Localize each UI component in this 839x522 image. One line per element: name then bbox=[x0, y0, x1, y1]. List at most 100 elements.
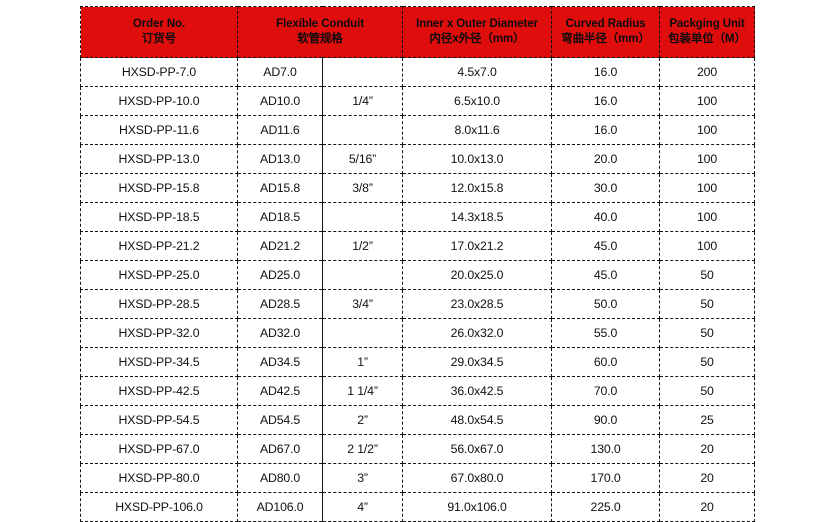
column-header-inner-outer-diameter: Inner x Outer Diameter 内径x外径（mm） bbox=[402, 6, 553, 58]
cell-inch-size: 3/4” bbox=[321, 289, 404, 319]
cell-order-no: HXSD-PP-10.0 bbox=[80, 86, 238, 116]
cell-inch-size: 4” bbox=[321, 492, 404, 522]
cell-ad-size: AD42.5 bbox=[237, 376, 323, 406]
cell-radius: 45.0 bbox=[551, 231, 661, 261]
cell-packing: 50 bbox=[659, 347, 756, 377]
table-row: HXSD-PP-80.0 AD80.0 3” 67.0x80.0 170.0 20 bbox=[80, 463, 756, 493]
table-row: HXSD-PP-11.6 AD11.6 8.0x11.6 16.0 100 bbox=[80, 115, 756, 145]
cell-packing: 25 bbox=[659, 405, 756, 435]
table-row: HXSD-PP-42.5 AD42.5 1 1/4” 36.0x42.5 70.0 50 bbox=[80, 376, 756, 406]
cell-ad-size: AD106.0 bbox=[237, 492, 323, 522]
cell-diameter: 4.5x7.0 bbox=[402, 57, 553, 87]
cell-inch-size: 2 1/2” bbox=[321, 434, 404, 464]
cell-packing: 50 bbox=[659, 376, 756, 406]
cell-inch-size bbox=[321, 57, 404, 87]
cell-ad-size: AD32.0 bbox=[237, 318, 323, 348]
column-header-order-no: Order No. 订货号 bbox=[80, 6, 238, 58]
cell-order-no: HXSD-PP-18.5 bbox=[80, 202, 238, 232]
header-en-curved-radius: Curved Radius bbox=[565, 17, 646, 30]
cell-inch-size: 1/2” bbox=[321, 231, 404, 261]
cell-inch-size: 5/16” bbox=[321, 144, 404, 174]
table-row: HXSD-PP-67.0 AD67.0 2 1/2” 56.0x67.0 130.0 20 bbox=[80, 434, 756, 464]
cell-ad-size: AD80.0 bbox=[237, 463, 323, 493]
column-header-packging-unit: Packging Unit 包装单位（M） bbox=[659, 6, 756, 58]
cell-order-no: HXSD-PP-34.5 bbox=[80, 347, 238, 377]
cell-inch-size: 1” bbox=[321, 347, 404, 377]
cell-ad-size: AD7.0 bbox=[237, 57, 323, 87]
cell-radius: 50.0 bbox=[551, 289, 661, 319]
cell-order-no: HXSD-PP-25.0 bbox=[80, 260, 238, 290]
cell-packing: 50 bbox=[659, 318, 756, 348]
column-header-curved-radius: Curved Radius 弯曲半径（mm） bbox=[551, 6, 661, 58]
cell-inch-size: 1 1/4” bbox=[321, 376, 404, 406]
cell-ad-size: AD15.8 bbox=[237, 173, 323, 203]
table-row: HXSD-PP-28.5 AD28.5 3/4” 23.0x28.5 50.0 50 bbox=[80, 289, 756, 319]
cell-order-no: HXSD-PP-7.0 bbox=[80, 57, 238, 87]
cell-radius: 170.0 bbox=[551, 463, 661, 493]
cell-packing: 100 bbox=[659, 86, 756, 116]
cell-ad-size: AD67.0 bbox=[237, 434, 323, 464]
table-header: Order No. 订货号 Flexible Conduit 软管规格 Inne… bbox=[80, 6, 756, 58]
cell-packing: 20 bbox=[659, 434, 756, 464]
cell-order-no: HXSD-PP-67.0 bbox=[80, 434, 238, 464]
table-row: HXSD-PP-15.8 AD15.8 3/8” 12.0x15.8 30.0 100 bbox=[80, 173, 756, 203]
table-row: HXSD-PP-21.2 AD21.2 1/2” 17.0x21.2 45.0 100 bbox=[80, 231, 756, 261]
cell-order-no: HXSD-PP-28.5 bbox=[80, 289, 238, 319]
header-cn-order-no: 订货号 bbox=[141, 33, 177, 45]
cell-inch-size bbox=[321, 318, 404, 348]
cell-order-no: HXSD-PP-15.8 bbox=[80, 173, 238, 203]
cell-ad-size: AD28.5 bbox=[237, 289, 323, 319]
cell-ad-size: AD25.0 bbox=[237, 260, 323, 290]
cell-radius: 20.0 bbox=[551, 144, 661, 174]
cell-packing: 100 bbox=[659, 173, 756, 203]
cell-order-no: HXSD-PP-11.6 bbox=[80, 115, 238, 145]
table-row: HXSD-PP-25.0 AD25.0 20.0x25.0 45.0 50 bbox=[80, 260, 756, 290]
cell-packing: 50 bbox=[659, 289, 756, 319]
cell-radius: 130.0 bbox=[551, 434, 661, 464]
table-row: HXSD-PP-34.5 AD34.5 1” 29.0x34.5 60.0 50 bbox=[80, 347, 756, 377]
cell-radius: 90.0 bbox=[551, 405, 661, 435]
header-en-inner-outer-diameter: Inner x Outer Diameter bbox=[416, 17, 538, 30]
cell-inch-size bbox=[321, 202, 404, 232]
table-row: HXSD-PP-18.5 AD18.5 14.3x18.5 40.0 100 bbox=[80, 202, 756, 232]
cell-diameter: 6.5x10.0 bbox=[402, 86, 553, 116]
cell-order-no: HXSD-PP-13.0 bbox=[80, 144, 238, 174]
cell-diameter: 36.0x42.5 bbox=[402, 376, 553, 406]
header-cn-flexible-conduit: 软管规格 bbox=[297, 33, 343, 45]
cell-diameter: 17.0x21.2 bbox=[402, 231, 553, 261]
cell-radius: 40.0 bbox=[551, 202, 661, 232]
cell-packing: 20 bbox=[659, 492, 756, 522]
header-en-order-no: Order No. bbox=[132, 17, 186, 30]
cell-ad-size: AD54.5 bbox=[237, 405, 323, 435]
cell-inch-size bbox=[321, 115, 404, 145]
table-row: HXSD-PP-13.0 AD13.0 5/16” 10.0x13.0 20.0 100 bbox=[80, 144, 756, 174]
header-cn-curved-radius: 弯曲半径（mm） bbox=[561, 33, 650, 45]
cell-packing: 200 bbox=[659, 57, 756, 87]
cell-diameter: 23.0x28.5 bbox=[402, 289, 553, 319]
table-row: HXSD-PP-7.0 AD7.0 4.5x7.0 16.0 200 bbox=[80, 57, 756, 87]
cell-inch-size bbox=[321, 260, 404, 290]
cell-packing: 100 bbox=[659, 144, 756, 174]
cell-packing: 100 bbox=[659, 231, 756, 261]
cell-radius: 45.0 bbox=[551, 260, 661, 290]
cell-diameter: 8.0x11.6 bbox=[402, 115, 553, 145]
cell-ad-size: AD10.0 bbox=[237, 86, 323, 116]
column-header-flexible-conduit: Flexible Conduit 软管规格 bbox=[236, 6, 404, 58]
cell-diameter: 29.0x34.5 bbox=[402, 347, 553, 377]
cell-radius: 16.0 bbox=[551, 57, 661, 87]
cell-diameter: 67.0x80.0 bbox=[402, 463, 553, 493]
conduit-spec-table: Order No. 订货号 Flexible Conduit 软管规格 Inne… bbox=[80, 6, 756, 522]
table-row: HXSD-PP-10.0 AD10.0 1/4” 6.5x10.0 16.0 100 bbox=[80, 86, 756, 116]
cell-ad-size: AD11.6 bbox=[237, 115, 323, 145]
cell-order-no: HXSD-PP-21.2 bbox=[80, 231, 238, 261]
cell-radius: 55.0 bbox=[551, 318, 661, 348]
cell-diameter: 26.0x32.0 bbox=[402, 318, 553, 348]
cell-order-no: HXSD-PP-54.5 bbox=[80, 405, 238, 435]
cell-inch-size: 2” bbox=[321, 405, 404, 435]
cell-ad-size: AD21.2 bbox=[237, 231, 323, 261]
cell-packing: 100 bbox=[659, 115, 756, 145]
table-row: HXSD-PP-32.0 AD32.0 26.0x32.0 55.0 50 bbox=[80, 318, 756, 348]
cell-radius: 60.0 bbox=[551, 347, 661, 377]
spec-sheet: Order No. 订货号 Flexible Conduit 软管规格 Inne… bbox=[80, 6, 756, 522]
cell-ad-size: AD13.0 bbox=[237, 144, 323, 174]
